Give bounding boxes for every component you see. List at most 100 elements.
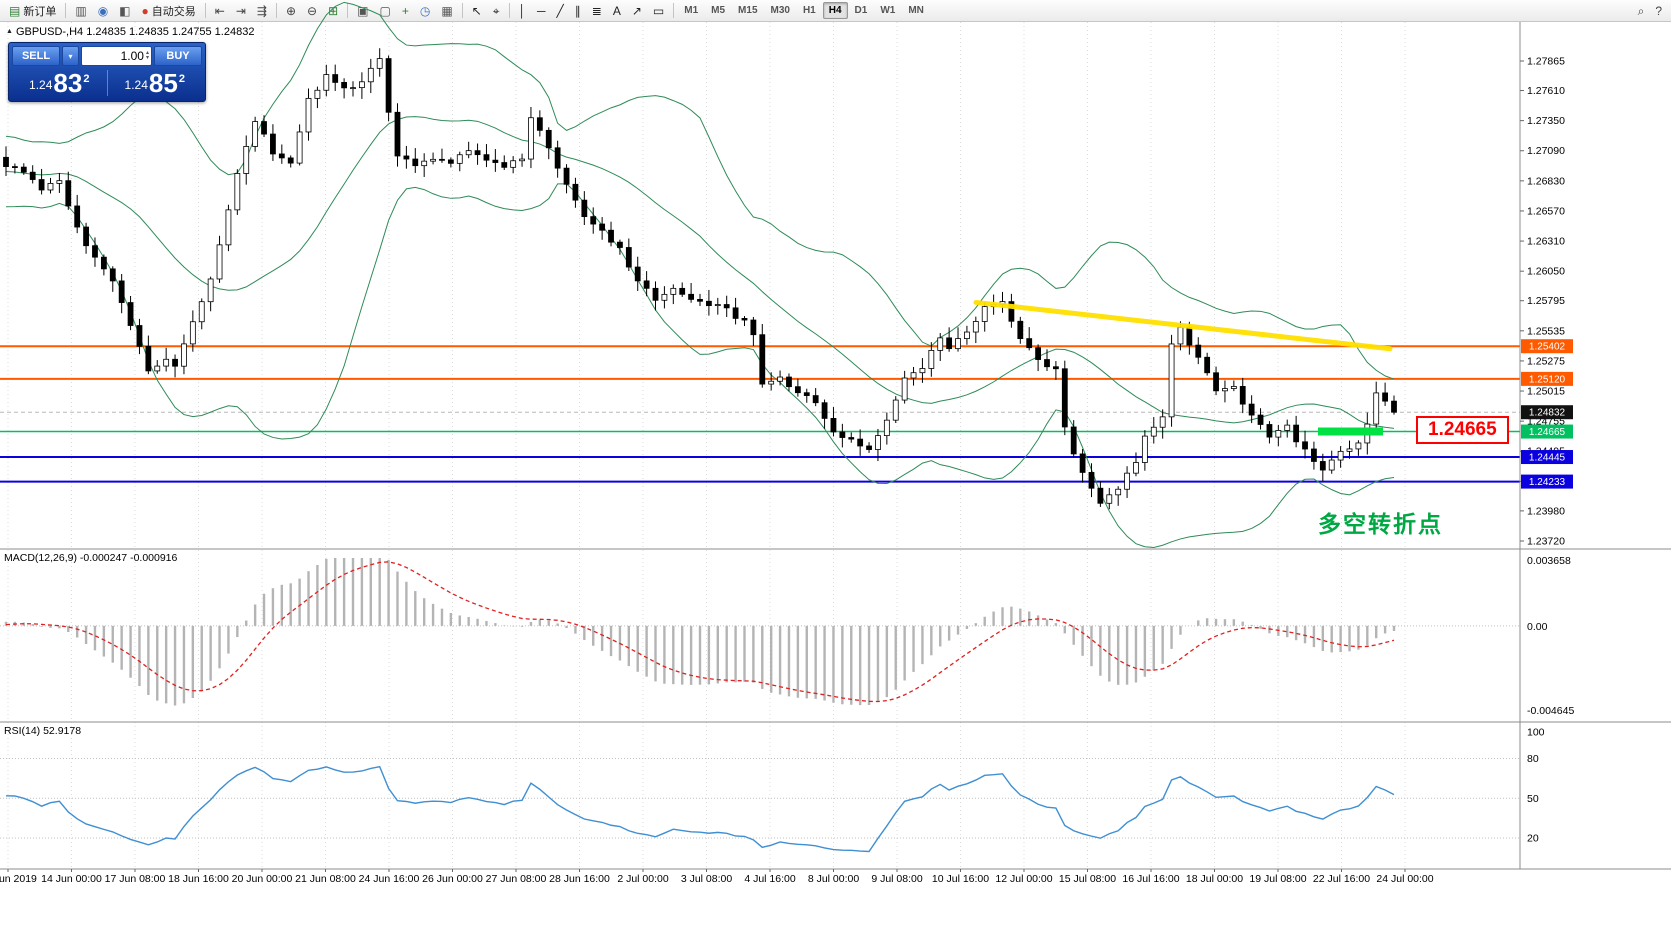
market-watch-icon[interactable]: ◧ (114, 0, 135, 22)
zoom-out-button[interactable]: ⊖ (302, 0, 322, 22)
svg-text:9 Jul 08:00: 9 Jul 08:00 (871, 873, 923, 885)
charts-bar-icon-glyph: ▥ (75, 3, 87, 18)
timeframe-h1-button[interactable]: H1 (802, 5, 816, 16)
charts-bar-icon[interactable]: ▥ (70, 0, 91, 22)
text-button[interactable]: A (608, 0, 626, 22)
volume-spinner[interactable]: ▴ ▾ (145, 50, 149, 61)
svg-text:1.25120: 1.25120 (1529, 374, 1566, 385)
tile-windows-button[interactable]: ⊞ (323, 0, 343, 22)
buy-price-prefix: 1.24 (124, 77, 148, 92)
new-order-button[interactable]: ▤ 新订单 (4, 0, 61, 22)
timeframe-d1-button[interactable]: D1 (854, 5, 868, 16)
svg-text:1.25795: 1.25795 (1527, 295, 1565, 307)
volume-input[interactable]: 1.00 ▴ ▾ (81, 46, 152, 66)
channel-button[interactable]: ∥ (570, 0, 586, 22)
buy-button[interactable]: BUY (154, 46, 202, 66)
toolbar-separator (65, 3, 67, 18)
timeframe-m30-button[interactable]: M30 (770, 5, 790, 16)
svg-text:15 Jul 08:00: 15 Jul 08:00 (1059, 873, 1116, 885)
svg-text:1.26830: 1.26830 (1527, 175, 1565, 187)
indent-left-icon[interactable]: ⇤ (210, 0, 230, 22)
spin-up-icon[interactable]: ▴ (145, 50, 149, 56)
indent-left-icon-glyph: ⇤ (214, 3, 225, 18)
help-icon: ? (1655, 3, 1662, 18)
price-callout-label[interactable]: 1.24665 (1416, 416, 1509, 444)
svg-text:1.25015: 1.25015 (1527, 386, 1565, 398)
new-chart-button[interactable]: + (397, 0, 414, 22)
svg-text:1.25402: 1.25402 (1529, 342, 1566, 353)
autotrading-button[interactable]: ● 自动交易 (137, 0, 201, 22)
svg-text:27 Jun 08:00: 27 Jun 08:00 (486, 873, 547, 885)
svg-text:19 Jul 08:00: 19 Jul 08:00 (1249, 873, 1306, 885)
fibonacci-button[interactable]: ≣ (587, 0, 607, 22)
trendline-button[interactable]: ╱ (552, 0, 569, 22)
vertical-line-button[interactable]: │ (514, 0, 532, 22)
svg-text:1.26570: 1.26570 (1527, 205, 1565, 217)
svg-text:1.23720: 1.23720 (1527, 535, 1565, 547)
autotrading-button-label: 自动交易 (151, 5, 196, 18)
annotation-text[interactable]: 多空转折点 (1318, 511, 1443, 537)
trendline-object[interactable] (973, 299, 1393, 352)
candles-layer (3, 48, 1397, 510)
trendline-glyph: ╱ (556, 3, 564, 18)
svg-text:100: 100 (1527, 727, 1545, 739)
indent-right-icon[interactable]: ⇥ (231, 0, 251, 22)
arrow-tool-button[interactable]: ↗ (627, 0, 647, 22)
text-glyph: A (612, 3, 621, 18)
one-click-trading-panel: SELL ▾ 1.00 ▴ ▾ BUY 1.24 83 2 (8, 42, 206, 102)
auto-scroll-icon-glyph: ⇶ (256, 3, 267, 18)
chart-properties-button[interactable]: ▦ (436, 0, 457, 22)
zoom-in-button[interactable]: ⊕ (281, 0, 301, 22)
svg-text:12 Jun 2019: 12 Jun 2019 (0, 873, 37, 885)
buy-price[interactable]: 1.24 85 2 (108, 70, 203, 96)
spin-down-icon[interactable]: ▾ (145, 55, 149, 61)
arrange-vertical-glyph: ▢ (379, 3, 391, 18)
svg-text:3 Jul 08:00: 3 Jul 08:00 (681, 873, 733, 885)
vertical-line-glyph: │ (518, 3, 527, 18)
timeframe-mn-button[interactable]: MN (908, 5, 924, 16)
toolbar-separator (204, 3, 206, 18)
arrange-vertical-button[interactable]: ▢ (374, 0, 395, 22)
cursor-button[interactable]: ↖ (467, 0, 487, 22)
sell-price[interactable]: 1.24 83 2 (12, 70, 107, 96)
arrange-horizontal-button[interactable]: ▣ (352, 0, 373, 22)
shapes-button[interactable]: ▭ (648, 0, 669, 22)
period-clock-button[interactable]: ◷ (415, 0, 435, 22)
timeframe-w1-button[interactable]: W1 (880, 5, 896, 16)
horizontal-line-button[interactable]: ─ (532, 0, 551, 22)
new-chart-glyph: + (401, 3, 409, 18)
svg-text:1.25275: 1.25275 (1527, 355, 1565, 367)
svg-text:1.27090: 1.27090 (1527, 145, 1565, 157)
market-watch-icon-glyph: ◧ (119, 3, 131, 18)
svg-text:8 Jul 00:00: 8 Jul 00:00 (808, 873, 860, 885)
ohlc-text: GBPUSD-,H4 1.24835 1.24835 1.24755 1.248… (15, 26, 255, 38)
profile-icon[interactable]: ◉ (93, 0, 113, 22)
auto-scroll-icon[interactable]: ⇶ (252, 0, 272, 22)
crosshair-button[interactable]: ⌖ (488, 0, 505, 22)
timeframe-m15-button[interactable]: M15 (738, 5, 758, 16)
help-icon[interactable]: ? (1650, 0, 1667, 22)
zoom-in-glyph: ⊕ (285, 3, 297, 18)
svg-text:12 Jul 00:00: 12 Jul 00:00 (995, 873, 1052, 885)
svg-text:1.24445: 1.24445 (1529, 453, 1566, 464)
svg-text:2 Jul 00:00: 2 Jul 00:00 (617, 873, 669, 885)
svg-text:0.00: 0.00 (1527, 621, 1548, 633)
collapse-triangle-icon[interactable]: ▲ (6, 28, 13, 35)
search-icon[interactable]: ⌕ (1633, 0, 1650, 22)
timeframe-h4-button[interactable]: H4 (822, 2, 848, 19)
order-type-dropdown[interactable]: ▾ (62, 46, 79, 66)
toolbar-separator (508, 3, 510, 18)
timeframe-m5-button[interactable]: M5 (711, 5, 726, 16)
arrange-horizontal-glyph: ▣ (357, 3, 369, 18)
svg-text:1.24665: 1.24665 (1529, 427, 1566, 438)
rsi-panel: 100 80 50 20 (0, 727, 1545, 853)
sell-button[interactable]: SELL (12, 46, 60, 66)
timeframe-m1-button[interactable]: M1 (684, 5, 699, 16)
rsi-header: RSI(14) 52.9178 (4, 725, 82, 737)
svg-text:24 Jul 00:00: 24 Jul 00:00 (1376, 873, 1433, 885)
toolbar-separator (461, 3, 463, 18)
